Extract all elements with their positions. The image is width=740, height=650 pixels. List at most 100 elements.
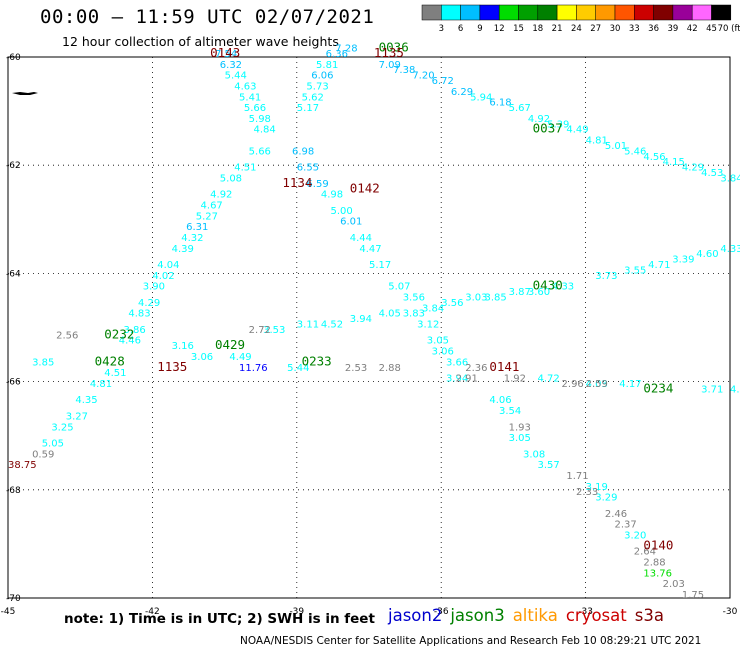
swh-value: 3.90 <box>143 282 165 293</box>
swh-value: 2.33 <box>576 487 598 498</box>
swh-value: 6.55 <box>297 163 319 174</box>
swh-value: 7.38 <box>393 65 415 76</box>
pass-time: 0140 <box>643 537 673 552</box>
swh-value: 3.39 <box>672 255 694 266</box>
swh-value: 6.18 <box>489 98 511 109</box>
swh-value: 1.93 <box>509 422 531 433</box>
colorbar-swatch <box>576 4 596 21</box>
colorbar-swatch <box>498 4 519 21</box>
swh-value: 4.33 <box>552 282 574 293</box>
swh-value: 4.35 <box>75 395 97 406</box>
swh-value: 2.64 <box>634 547 656 558</box>
lat-tick-label: -66 <box>6 378 21 388</box>
colorbar-swatch <box>672 4 693 21</box>
swh-value: 5.41 <box>239 92 261 103</box>
swh-value: 38.75 <box>8 460 37 471</box>
swh-value: 4.47 <box>359 244 381 255</box>
swh-value: 4.92 <box>528 114 550 125</box>
swh-value: 4.53 <box>701 168 723 179</box>
swh-value: 4.39 <box>172 244 194 255</box>
colorbar-label: 42 <box>687 24 698 34</box>
lon-tick-label: -39 <box>289 607 304 617</box>
swh-value: 4.63 <box>234 81 256 92</box>
swh-value: 3.05 <box>427 336 449 347</box>
swh-value: 6.59 <box>306 179 328 190</box>
swh-value: 5.44 <box>287 363 309 374</box>
swh-value: 4.49 <box>229 352 251 363</box>
swh-value: 4.03 <box>586 379 608 390</box>
lat-tick-label: -60 <box>6 53 21 63</box>
swh-value: 5.17 <box>297 103 319 114</box>
pass-time: 0142 <box>350 180 380 195</box>
swh-value: 3.56 <box>441 298 463 309</box>
swh-value: 6.06 <box>311 71 333 82</box>
colorbar-label: 36 <box>648 24 659 34</box>
swh-value: 3.27 <box>66 411 88 422</box>
pass-time: 0037 <box>533 121 563 136</box>
satellite-legend: jason2 jason3 altika cryosat s3a <box>388 606 672 625</box>
swh-value: 4.05 <box>379 309 401 320</box>
swh-value: 3.60 <box>528 287 550 298</box>
pass-time: 0429 <box>215 337 245 352</box>
swh-value: 5.62 <box>302 92 324 103</box>
legend-jason3: jason3 <box>450 606 505 625</box>
swh-value: 2.91 <box>456 374 478 385</box>
swh-value: 2.88 <box>379 363 401 374</box>
swh-value: 5.08 <box>220 173 242 184</box>
swh-value: 3.05 <box>509 433 531 444</box>
lon-tick-label: -30 <box>723 607 738 617</box>
swh-value: 4.33 <box>720 244 740 255</box>
swh-value: 5.98 <box>249 114 271 125</box>
swh-value: 4.60 <box>696 249 718 260</box>
swh-value: 3.83 <box>403 309 425 320</box>
map-subtitle: 12 hour collection of altimeter wave hei… <box>62 34 339 49</box>
swh-value: 5.81 <box>316 60 338 71</box>
colorbar-swatch <box>595 4 616 21</box>
swh-value: 5.46 <box>624 146 646 157</box>
swh-value: 3.54 <box>499 406 521 417</box>
swh-value: 3.66 <box>446 357 468 368</box>
swh-value: 6.29 <box>451 87 473 98</box>
swh-value: 4.72 <box>537 374 559 385</box>
swh-value: 4.81 <box>586 136 608 147</box>
swh-value: 4.04 <box>157 260 179 271</box>
swh-value: 4.28 <box>730 384 740 395</box>
colorbar-label: 70 (ft) <box>718 24 740 34</box>
pass-time: 1135 <box>374 45 404 60</box>
colorbar-swatch <box>460 4 481 21</box>
swh-value: 4.02 <box>152 271 174 282</box>
swh-points: 7.546.325.444.635.415.665.984.845.664.51… <box>8 44 740 601</box>
lon-tick-label: -42 <box>145 607 160 617</box>
lon-tick-label: -45 <box>1 607 16 617</box>
legend-altika: altika <box>512 606 558 625</box>
swh-value: 3.12 <box>417 320 439 331</box>
colorbar-label: 33 <box>629 24 640 34</box>
swh-value: 3.84 <box>422 303 444 314</box>
pass-time: 0232 <box>104 326 134 341</box>
swh-value: 4.51 <box>234 163 256 174</box>
swh-value: 3.86 <box>124 325 146 336</box>
swh-value: 3.25 <box>51 422 73 433</box>
swh-value: 3.03 <box>465 292 487 303</box>
swh-value: 5.01 <box>605 141 627 152</box>
pass-time: 0036 <box>379 40 409 55</box>
swh-value: 2.53 <box>345 363 367 374</box>
swh-value: 0.59 <box>32 449 54 460</box>
swh-value: 4.44 <box>350 233 372 244</box>
colorbar-swatch <box>441 4 461 21</box>
swh-value: 5.94 <box>470 92 492 103</box>
swh-value: 4.29 <box>682 163 704 174</box>
swh-value: 5.39 <box>547 119 569 130</box>
colorbar-swatch <box>691 4 712 21</box>
swh-value: 5.66 <box>244 103 266 114</box>
swh-value: 6.32 <box>220 60 242 71</box>
swh-value: 3.85 <box>32 357 54 368</box>
swh-value: 6.98 <box>292 146 314 157</box>
swh-value: 2.96 <box>562 379 584 390</box>
swh-value: 7.54 <box>215 49 237 60</box>
colorbar-swatch <box>711 4 732 21</box>
swh-value: 2.88 <box>643 558 665 569</box>
swh-value: 2.59 <box>586 379 608 390</box>
